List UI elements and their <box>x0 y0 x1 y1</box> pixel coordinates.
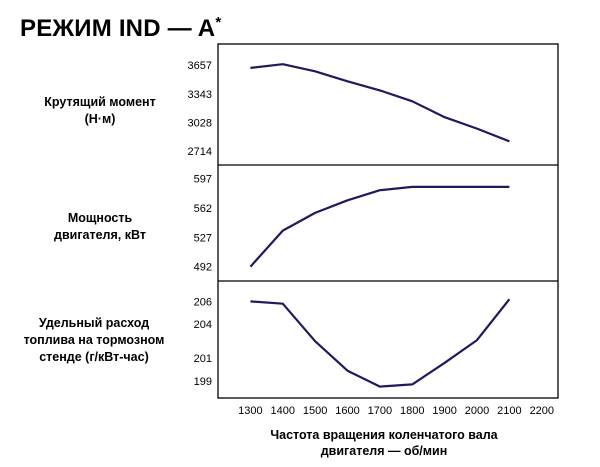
x-label-line-1: Частота вращения коленчатого вала <box>270 428 498 442</box>
page-title: РЕЖИМ IND — A* <box>20 14 222 42</box>
x-tick-label: 1900 <box>432 405 456 417</box>
torque-y-tick-label: 2714 <box>188 146 212 158</box>
sfc-label-line-3: стенде (г/кВт-час) <box>39 350 149 364</box>
sfc-y-tick-label: 206 <box>194 296 212 308</box>
fuel-consumption-axis-label: Удельный расход топлива на тормозном сте… <box>4 315 184 366</box>
torque-axis-label: Крутящий момент (Н·м) <box>10 94 190 128</box>
x-tick-label: 1600 <box>335 405 359 417</box>
sfc-series-line <box>250 298 511 388</box>
x-axis-label: Частота вращения коленчатого вала двигат… <box>214 427 554 459</box>
plot-frame <box>217 43 559 399</box>
x-tick-label: 2100 <box>497 405 521 417</box>
sfc-y-tick-label: 199 <box>194 376 212 388</box>
power-label-line-2: двигателя, кВт <box>54 228 146 242</box>
power-axis-label: Мощность двигателя, кВт <box>10 210 190 244</box>
torque-label-line-1: Крутящий момент <box>44 95 156 109</box>
x-tick-label: 1700 <box>368 405 392 417</box>
sfc-label-line-2: топлива на тормозном <box>23 333 165 347</box>
x-tick-label: 1400 <box>271 405 295 417</box>
sfc-y-tick-label: 201 <box>194 353 212 365</box>
torque-y-tick-label: 3657 <box>188 60 212 72</box>
x-tick-label: 2000 <box>465 405 489 417</box>
torque-series-line <box>250 63 510 143</box>
power-series-line <box>249 185 510 268</box>
torque-y-tick-label: 3343 <box>188 89 212 101</box>
power-y-tick-label: 492 <box>194 262 212 274</box>
power-label-line-1: Мощность <box>67 211 133 225</box>
x-tick-label: 1500 <box>303 405 327 417</box>
power-y-tick-label: 527 <box>194 232 212 244</box>
x-tick-label: 1800 <box>400 405 424 417</box>
torque-label-line-2: (Н·м) <box>84 112 116 126</box>
sfc-y-tick-label: 204 <box>194 319 212 331</box>
x-label-line-2: двигателя — об/мин <box>320 444 448 458</box>
x-tick-label: 2200 <box>530 405 554 417</box>
sfc-label-line-1: Удельный расход <box>38 316 150 330</box>
torque-y-tick-label: 3028 <box>188 117 212 129</box>
power-y-tick-label: 562 <box>194 203 212 215</box>
power-y-tick-label: 597 <box>194 173 212 185</box>
x-tick-label: 1300 <box>238 405 262 417</box>
